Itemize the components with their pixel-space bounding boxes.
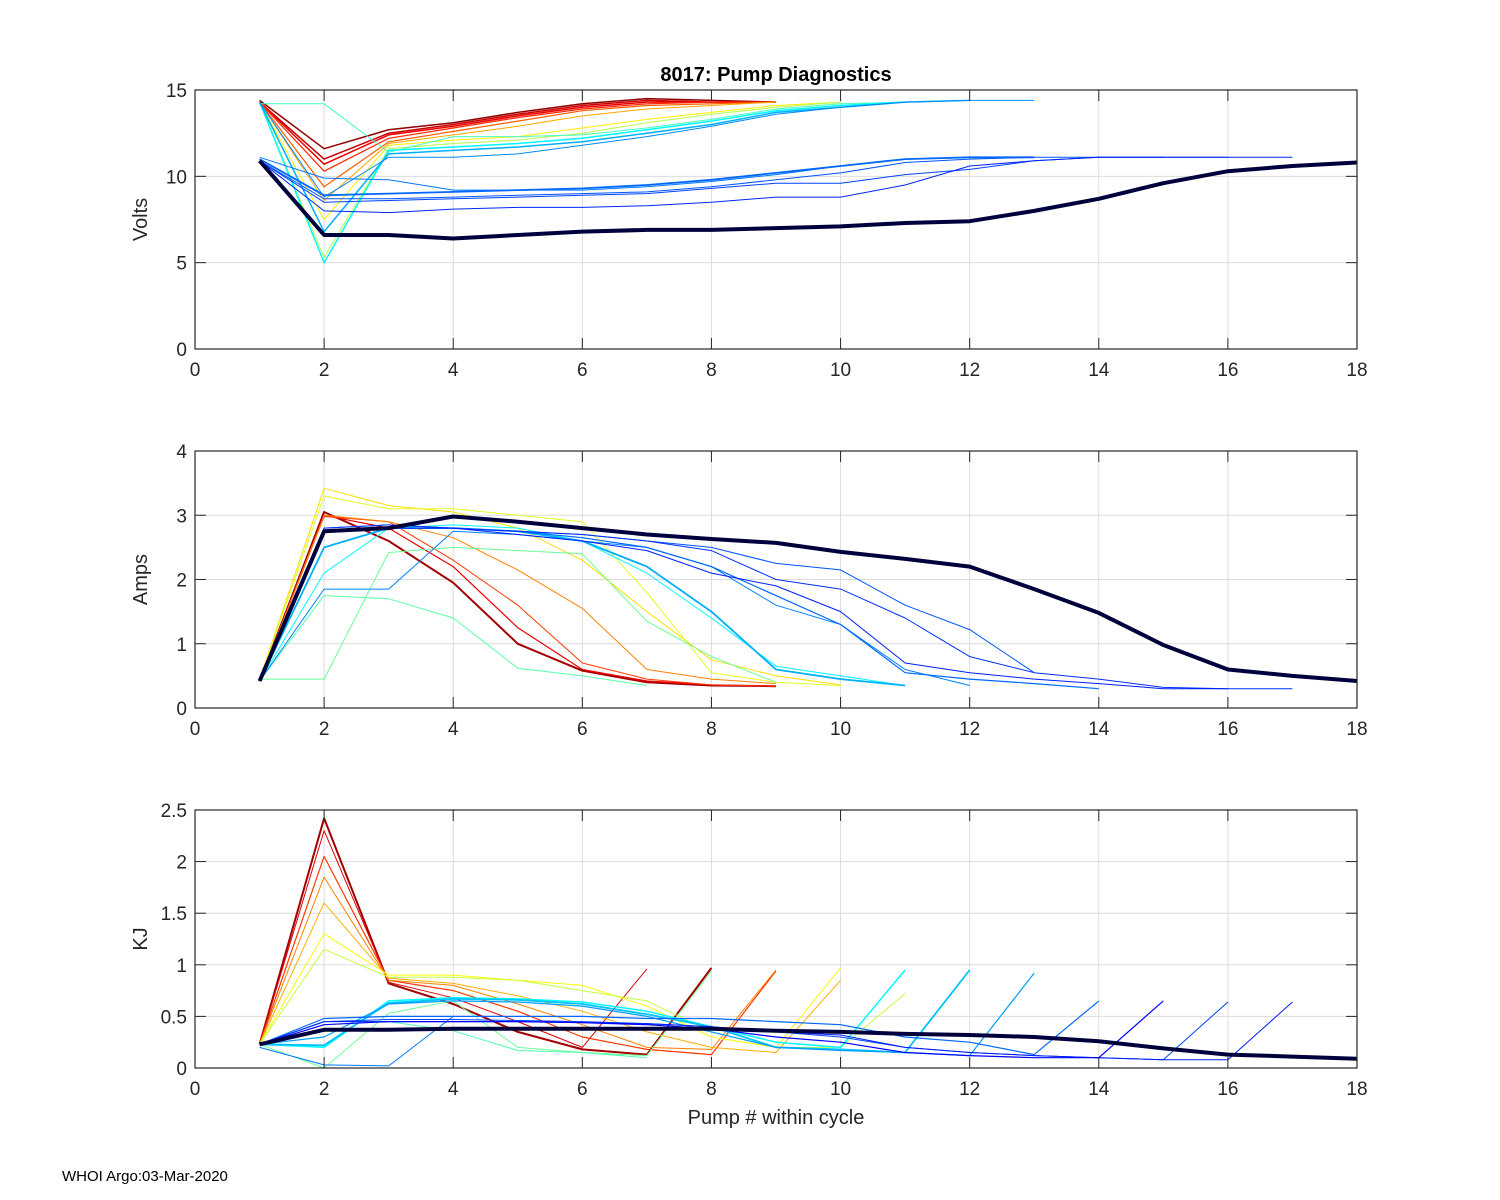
subplot-volts: 0 2 4 6 8 10 12 14 16 18 0 5 10 15 Volts 8017: Pump Dia… — [130, 64, 1368, 381]
y-tick-label: 3 — [176, 506, 187, 527]
x-axis-label: Pump # within cycle — [688, 1107, 865, 1129]
y-tick-label: 0.5 — [161, 1007, 187, 1028]
series-line-c13 — [259, 1016, 454, 1067]
series-line-c2 — [259, 514, 777, 687]
y-axis-label: KJ — [130, 927, 152, 950]
series-line-c3 — [259, 516, 777, 687]
series-line-c9 — [259, 101, 906, 153]
series-line-c7 — [259, 101, 841, 220]
subplot-kj: 0 2 4 6 8 10 12 14 16 18 0 0.5 1 1.5 2 2.5 KJ Pump # with… — [130, 801, 1368, 1129]
chart-title: 8017: Pump Diagnostics — [660, 64, 891, 86]
series-line-c5 — [259, 101, 777, 188]
series-line-c6 — [259, 101, 777, 201]
x-tick-label: 0 — [190, 1079, 201, 1100]
y-tick-label: 2.5 — [161, 801, 187, 822]
series-line-c12 — [259, 99, 1035, 198]
series-line-c5 — [259, 487, 841, 686]
series-line-c4 — [259, 101, 776, 172]
x-tick-label: 8 — [706, 1079, 717, 1100]
x-tick-label: 6 — [577, 360, 588, 381]
x-tick-label: 12 — [959, 1079, 980, 1100]
y-axis-label: Amps — [130, 554, 152, 605]
y-tick-label: 1 — [176, 635, 187, 656]
y-tick-label: 0 — [176, 340, 187, 361]
y-tick-label: 15 — [166, 81, 187, 102]
y-tick-label: 1 — [176, 956, 187, 977]
series-line-c18 — [259, 1026, 1358, 1061]
y-tick-label: 0 — [176, 699, 187, 720]
y-axis-label: Volts — [130, 198, 152, 241]
y-tick-label: 2 — [176, 853, 187, 874]
x-tick-label: 2 — [319, 1079, 330, 1100]
series-line-c1 — [259, 97, 777, 150]
x-tick-label: 2 — [319, 360, 330, 381]
x-tick-label: 10 — [830, 719, 851, 740]
series-line-c10 — [258, 101, 906, 264]
x-tick-label: 12 — [959, 719, 980, 740]
series-line-c7 — [259, 546, 777, 683]
x-tick-label: 14 — [1088, 1079, 1110, 1100]
x-tick-label: 16 — [1217, 360, 1238, 381]
plot-area — [195, 810, 1357, 1068]
series-line-c4 — [259, 514, 777, 685]
x-tick-label: 18 — [1346, 360, 1367, 381]
series-line-c17 — [259, 156, 1293, 214]
y-tick-label: 4 — [176, 442, 187, 463]
series-line-c16 — [257, 514, 1358, 683]
x-tick-label: 0 — [190, 719, 201, 740]
x-tick-label: 8 — [706, 360, 717, 381]
footer-stamp: WHOI Argo:03-Mar-2020 — [62, 1168, 228, 1185]
x-tick-label: 12 — [959, 360, 980, 381]
x-tick-label: 4 — [448, 360, 459, 381]
series-line-c15 — [259, 527, 1228, 690]
series-line-c8 — [259, 595, 647, 686]
y-tick-label: 5 — [176, 254, 187, 275]
series-line-c6 — [259, 495, 841, 686]
x-tick-label: 6 — [577, 1079, 588, 1100]
series-line-c14 — [259, 156, 1035, 197]
series-line-c14 — [259, 1000, 1100, 1056]
x-tick-label: 18 — [1346, 1079, 1367, 1100]
series-line-c6 — [259, 933, 841, 1048]
y-tick-label: 10 — [166, 167, 187, 188]
x-tick-label: 16 — [1217, 719, 1238, 740]
series-line-c1 — [258, 817, 713, 1056]
series-line-c18 — [258, 159, 1358, 241]
series-line-c3 — [259, 855, 777, 1056]
series-line-c15 — [259, 156, 1164, 200]
series-line-c8 — [259, 970, 712, 1069]
x-tick-label: 14 — [1088, 719, 1110, 740]
y-tick-label: 2 — [176, 571, 187, 592]
axes-box — [194, 89, 1358, 350]
x-tick-label: 16 — [1217, 1079, 1238, 1100]
x-tick-label: 4 — [448, 719, 459, 740]
y-tick-label: 0 — [176, 1059, 187, 1080]
x-tick-label: 14 — [1088, 360, 1110, 381]
x-tick-label: 8 — [706, 719, 717, 740]
x-tick-label: 18 — [1346, 719, 1367, 740]
plot-area — [195, 90, 1357, 349]
x-tick-label: 10 — [830, 360, 851, 381]
x-tick-label: 2 — [319, 719, 330, 740]
x-tick-label: 4 — [448, 1079, 459, 1100]
axes-box — [194, 809, 1358, 1069]
series-line-c1 — [258, 511, 777, 688]
x-tick-label: 6 — [577, 719, 588, 740]
y-tick-label: 1.5 — [161, 904, 187, 925]
x-tick-label: 10 — [830, 1079, 851, 1100]
series-line-c8 — [259, 101, 841, 258]
x-tick-label: 0 — [190, 360, 201, 381]
series-line-c4 — [259, 876, 777, 1050]
series-line-c14 — [259, 524, 1293, 690]
